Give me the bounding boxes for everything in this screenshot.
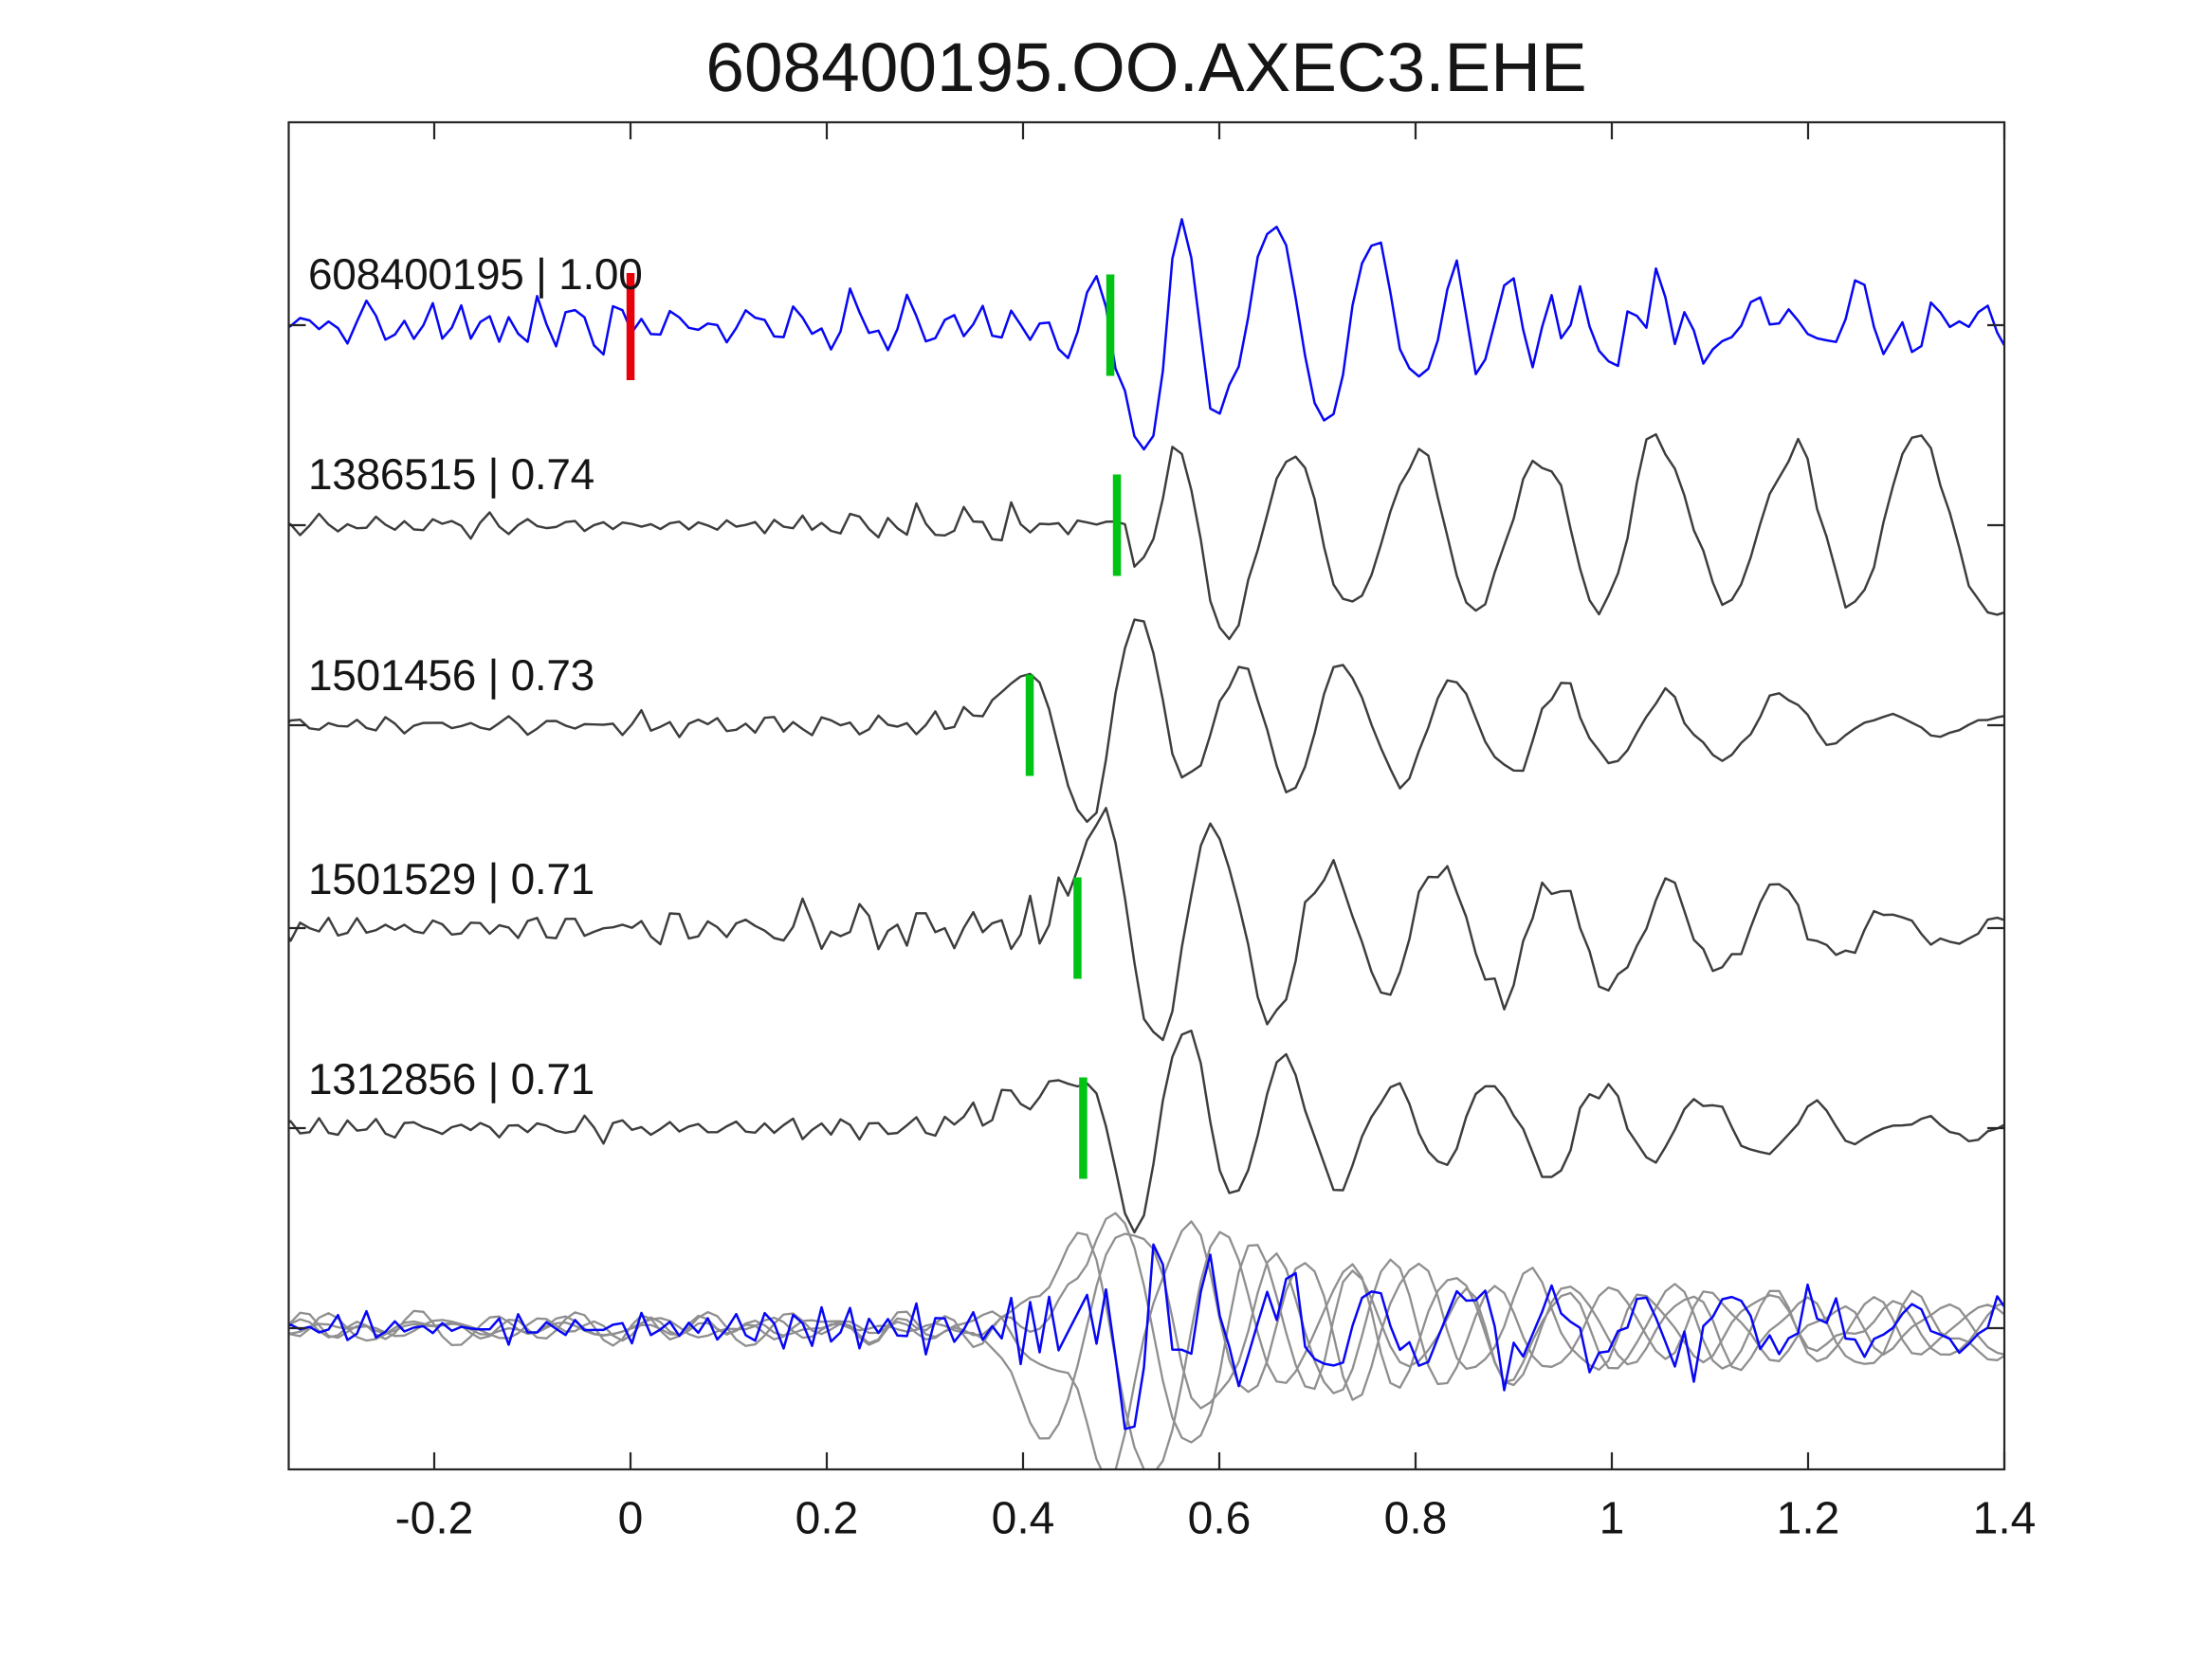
svg-text:0.2: 0.2 bbox=[795, 1494, 859, 1544]
svg-text:1.2: 1.2 bbox=[1777, 1494, 1840, 1544]
svg-text:0.8: 0.8 bbox=[1384, 1494, 1448, 1544]
svg-text:0.4: 0.4 bbox=[992, 1494, 1055, 1544]
svg-text:0.6: 0.6 bbox=[1188, 1494, 1252, 1544]
svg-text:1386515 | 0.74: 1386515 | 0.74 bbox=[308, 449, 594, 499]
svg-text:0: 0 bbox=[618, 1494, 644, 1544]
svg-text:1: 1 bbox=[1600, 1494, 1625, 1544]
svg-text:608400195 | 1.00: 608400195 | 1.00 bbox=[308, 249, 643, 299]
svg-text:1.4: 1.4 bbox=[1973, 1494, 2037, 1544]
svg-text:1312856 | 0.71: 1312856 | 0.71 bbox=[308, 1054, 594, 1103]
svg-text:608400195.OO.AXEC3.EHE: 608400195.OO.AXEC3.EHE bbox=[705, 29, 1586, 106]
svg-text:1501529 | 0.71: 1501529 | 0.71 bbox=[308, 854, 594, 903]
svg-text:1501456 | 0.73: 1501456 | 0.73 bbox=[308, 650, 594, 700]
svg-text:-0.2: -0.2 bbox=[395, 1494, 474, 1544]
